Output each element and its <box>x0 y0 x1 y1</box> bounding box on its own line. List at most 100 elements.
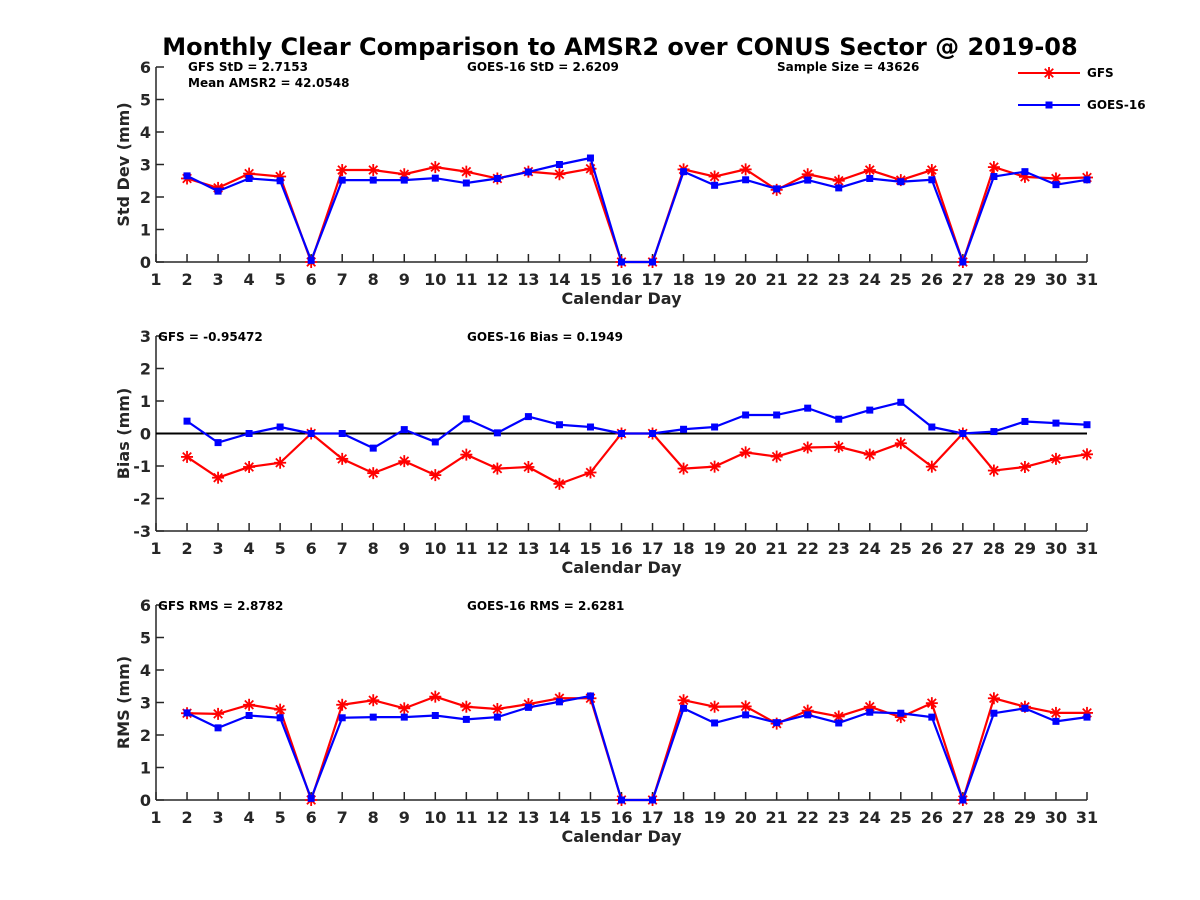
x-tick-label: 31 <box>1076 539 1098 558</box>
x-tick-label: 20 <box>735 808 757 827</box>
data-point-gfs <box>429 469 442 482</box>
legend-goes16-marker-icon <box>1045 101 1053 109</box>
data-point-gfs <box>677 694 690 707</box>
asterisk-stroke <box>926 698 937 709</box>
data-point-gfs <box>460 700 473 713</box>
x-tick-label: 29 <box>1014 539 1036 558</box>
data-point-gfs <box>832 440 845 453</box>
x-tick-label: 12 <box>486 539 508 558</box>
data-point-goes-16 <box>649 258 657 266</box>
panel-bias: 1 2 3 4 5 6 7 8 9 10 11 12 13 14 15 16 17 18 19 20 21 22 23 24 2… <box>114 327 1098 577</box>
data-point-goes-16 <box>990 428 998 436</box>
data-point-gfs <box>770 450 783 463</box>
data-point-goes-16 <box>618 258 625 266</box>
asterisk-stroke <box>213 472 223 483</box>
asterisk-stroke <box>337 453 348 464</box>
y-tick-label: 5 <box>140 91 151 110</box>
x-tick-label: 3 <box>212 808 223 827</box>
asterisk-stroke <box>244 699 254 710</box>
data-point-gfs <box>274 703 287 716</box>
x-tick-label: 3 <box>212 539 223 558</box>
data-point-goes-16 <box>804 711 812 719</box>
x-tick-label: 5 <box>275 539 286 558</box>
stat-annotation: GFS StD = 2.7153 <box>188 60 308 74</box>
data-point-goes-16 <box>1052 419 1060 427</box>
data-point-goes-16 <box>618 796 625 804</box>
x-tick-label: 7 <box>337 808 348 827</box>
x-tick-label: 29 <box>1014 270 1036 289</box>
asterisk-stroke <box>182 452 192 462</box>
data-point-goes-16 <box>773 719 781 727</box>
x-tick-label: 8 <box>368 539 379 558</box>
chart-title: Monthly Clear Comparison to AMSR2 over C… <box>162 33 1077 61</box>
x-tick-label: 27 <box>952 808 974 827</box>
y-tick-label: -3 <box>133 522 151 541</box>
asterisk-stroke <box>989 162 999 172</box>
data-point-goes-16 <box>183 709 191 717</box>
data-point-gfs <box>739 163 752 176</box>
data-point-goes-16 <box>524 168 532 176</box>
x-tick-label: 11 <box>455 270 477 289</box>
x-tick-label: 28 <box>983 808 1005 827</box>
data-point-goes-16 <box>493 713 501 721</box>
data-point-goes-16 <box>990 709 998 717</box>
x-tick-label: 14 <box>548 808 570 827</box>
y-axis-label: Bias (mm) <box>114 388 133 480</box>
data-point-gfs <box>429 690 442 703</box>
x-tick-label: 26 <box>921 539 943 558</box>
x-tick-label: 6 <box>306 270 317 289</box>
data-point-goes-16 <box>928 423 936 431</box>
data-point-goes-16 <box>555 161 563 168</box>
data-point-gfs <box>987 464 1000 477</box>
data-point-gfs <box>987 161 1000 174</box>
x-tick-label: 28 <box>983 539 1005 558</box>
data-point-goes-16 <box>711 181 719 189</box>
asterisk-stroke <box>368 695 379 706</box>
data-point-goes-16 <box>649 796 657 804</box>
x-axis-label: Calendar Day <box>562 558 683 577</box>
data-point-gfs <box>367 467 380 480</box>
data-point-goes-16 <box>555 421 563 429</box>
data-point-gfs <box>708 460 721 473</box>
x-tick-label: 22 <box>797 808 819 827</box>
data-point-goes-16 <box>990 173 998 181</box>
asterisk-stroke <box>709 701 720 712</box>
x-tick-label: 25 <box>890 808 912 827</box>
x-tick-label: 31 <box>1076 270 1098 289</box>
data-point-gfs <box>801 441 814 454</box>
asterisk-stroke <box>213 708 223 719</box>
panel-std-dev: 1 2 3 4 5 6 7 8 9 10 11 12 13 14 15 16 17 18 19 20 21 22 23 24 2… <box>114 58 1098 308</box>
data-point-goes-16 <box>431 174 439 182</box>
y-tick-label: 3 <box>140 694 151 713</box>
data-point-gfs <box>460 165 473 178</box>
x-tick-label: 27 <box>952 539 974 558</box>
y-tick-label: 2 <box>140 360 151 379</box>
x-tick-label: 27 <box>952 270 974 289</box>
data-point-goes-16 <box>493 174 501 182</box>
data-point-goes-16 <box>431 712 439 719</box>
data-point-goes-16 <box>959 258 967 266</box>
asterisk-stroke <box>740 447 751 458</box>
y-tick-label: 2 <box>140 188 151 207</box>
x-tick-label: 1 <box>150 539 161 558</box>
data-point-goes-16 <box>711 423 719 431</box>
asterisk-stroke <box>802 442 813 453</box>
data-point-gfs <box>336 164 349 177</box>
x-tick-label: 18 <box>672 270 694 289</box>
data-point-goes-16 <box>400 713 408 721</box>
y-tick-label: 6 <box>140 58 151 77</box>
x-tick-label: 10 <box>424 808 446 827</box>
data-point-goes-16 <box>618 430 625 437</box>
data-point-gfs <box>491 462 504 475</box>
data-point-gfs <box>1081 448 1093 461</box>
x-tick-label: 29 <box>1014 808 1036 827</box>
x-tick-label: 13 <box>517 808 539 827</box>
stat-annotation: GOES-16 RMS = 2.6281 <box>467 599 624 613</box>
data-point-goes-16 <box>928 713 936 721</box>
asterisk-stroke <box>461 166 472 177</box>
x-tick-label: 19 <box>703 539 725 558</box>
x-tick-label: 14 <box>548 539 570 558</box>
data-point-gfs <box>367 694 380 707</box>
